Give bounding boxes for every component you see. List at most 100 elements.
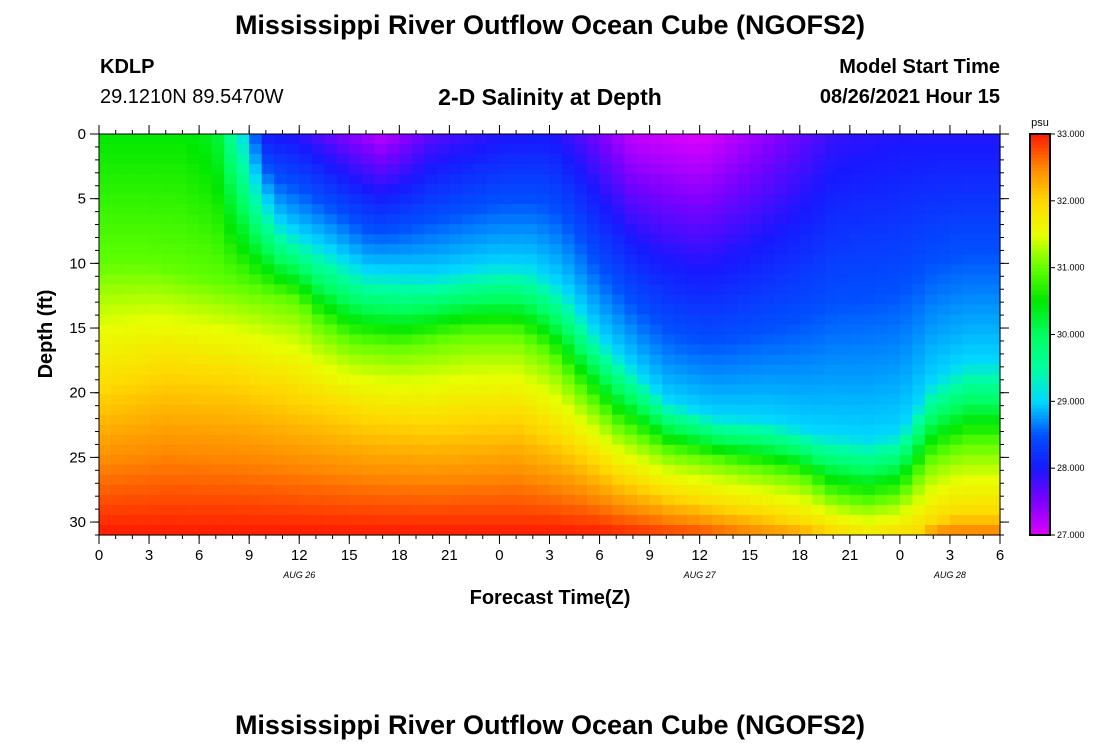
heatmap-cell — [99, 214, 113, 225]
heatmap-cell — [862, 194, 876, 205]
heatmap-cell — [374, 264, 388, 275]
heatmap-cell — [624, 344, 638, 356]
heatmap-cell — [774, 204, 788, 215]
heatmap-cell — [812, 384, 826, 396]
heatmap-cell — [124, 354, 138, 366]
heatmap-cell — [474, 394, 488, 406]
heatmap-cell — [762, 234, 776, 245]
heatmap-cell — [311, 334, 325, 346]
heatmap-cell — [674, 454, 688, 466]
heatmap-cell — [699, 464, 713, 476]
heatmap-cell — [411, 474, 425, 486]
heatmap-cell — [562, 394, 576, 406]
heatmap-cell — [299, 434, 313, 446]
heatmap-cell — [624, 314, 638, 326]
heatmap-cell — [111, 344, 125, 356]
heatmap-cell — [649, 464, 663, 476]
heatmap-cell — [787, 364, 801, 376]
colorbar-segment — [1030, 164, 1050, 169]
colorbar-segment — [1030, 394, 1050, 399]
heatmap-cell — [924, 454, 939, 466]
heatmap-cell — [486, 524, 501, 536]
heatmap-cell — [674, 364, 688, 376]
heatmap-cell — [274, 224, 288, 235]
heatmap-cell — [974, 294, 989, 306]
heatmap-cell — [324, 364, 338, 376]
heatmap-cell — [737, 234, 751, 245]
heatmap-cell — [211, 184, 225, 195]
heatmap-cell — [399, 454, 413, 466]
heatmap-cell — [649, 344, 663, 356]
heatmap-cell — [99, 204, 113, 215]
heatmap-cell — [374, 344, 388, 356]
heatmap-cell — [536, 334, 551, 346]
heatmap-cell — [186, 174, 200, 185]
heatmap-cell — [174, 384, 188, 396]
heatmap-cell — [474, 514, 488, 526]
heatmap-cell — [687, 344, 701, 356]
heatmap-cell — [224, 434, 238, 446]
colorbar-segment — [1030, 274, 1050, 279]
heatmap-cell — [899, 284, 913, 295]
heatmap-cell — [637, 364, 651, 376]
heatmap-cell — [637, 464, 651, 476]
heatmap-cell — [236, 154, 250, 165]
heatmap-cell — [286, 494, 300, 506]
heatmap-cell — [536, 164, 551, 175]
heatmap-cell — [849, 514, 863, 526]
heatmap-cell — [974, 494, 989, 506]
heatmap-cell — [724, 264, 738, 275]
heatmap-cell — [762, 214, 776, 225]
heatmap-cell — [949, 244, 964, 255]
heatmap-cell — [174, 474, 188, 486]
heatmap-cell — [562, 524, 576, 536]
heatmap-cell — [236, 214, 250, 225]
heatmap-cell — [461, 484, 476, 496]
heatmap-cell — [436, 494, 450, 506]
heatmap-cell — [824, 384, 838, 396]
heatmap-cell — [124, 224, 138, 235]
heatmap-cell — [99, 524, 113, 536]
heatmap-cell — [924, 204, 939, 215]
heatmap-cell — [536, 284, 551, 295]
heatmap-cell — [899, 354, 913, 366]
heatmap-cell — [499, 284, 513, 295]
heatmap-cell — [987, 374, 1001, 386]
heatmap-cell — [374, 274, 388, 285]
heatmap-cell — [974, 404, 989, 416]
heatmap-cell — [962, 144, 976, 155]
heatmap-cell — [436, 484, 450, 496]
heatmap-cell — [186, 144, 200, 155]
heatmap-cell — [324, 474, 338, 486]
heatmap-cell — [224, 324, 238, 336]
heatmap-cell — [549, 214, 563, 225]
heatmap-cell — [712, 164, 726, 175]
heatmap-cell — [336, 474, 350, 486]
heatmap-cell — [486, 274, 501, 285]
heatmap-cell — [361, 214, 375, 225]
heatmap-cell — [249, 244, 263, 255]
heatmap-cell — [511, 464, 526, 476]
heatmap-cell — [399, 224, 413, 235]
heatmap-cell — [912, 184, 926, 195]
heatmap-cell — [862, 494, 876, 506]
heatmap-cell — [111, 444, 125, 456]
heatmap-cell — [962, 334, 976, 346]
heatmap-cell — [136, 474, 150, 486]
heatmap-cell — [149, 144, 163, 155]
heatmap-cell — [724, 154, 738, 165]
heatmap-cell — [436, 134, 450, 145]
heatmap-cell — [224, 474, 238, 486]
heatmap-cell — [987, 384, 1001, 396]
heatmap-cell — [299, 194, 313, 205]
heatmap-cell — [311, 244, 325, 255]
heatmap-cell — [962, 504, 976, 516]
heatmap-cell — [674, 224, 688, 235]
heatmap-cell — [974, 334, 989, 346]
heatmap-cell — [987, 214, 1001, 225]
heatmap-cell — [724, 294, 738, 306]
heatmap-cell — [937, 184, 951, 195]
heatmap-cell — [361, 404, 375, 416]
heatmap-cell — [536, 324, 551, 336]
heatmap-cell — [849, 154, 863, 165]
